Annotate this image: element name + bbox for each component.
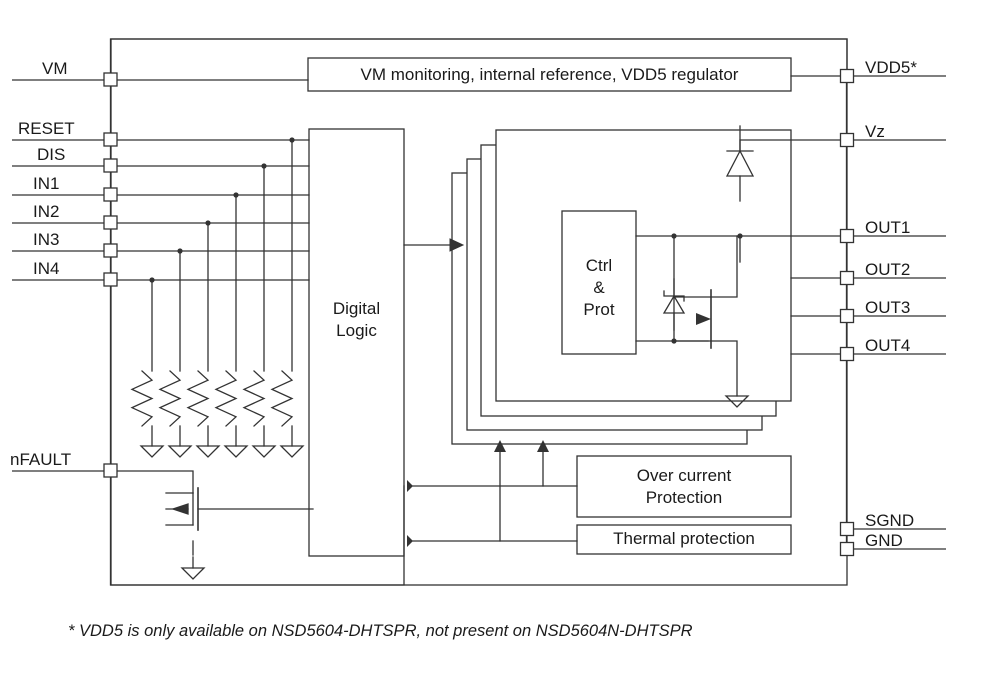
svg-text:OUT2: OUT2 bbox=[865, 260, 910, 279]
svg-text:VM monitoring, internal refere: VM monitoring, internal reference, VDD5 … bbox=[361, 65, 739, 84]
svg-text:SGND: SGND bbox=[865, 511, 914, 530]
svg-text:Digital: Digital bbox=[333, 299, 380, 318]
svg-text:VM: VM bbox=[42, 59, 68, 78]
svg-text:IN1: IN1 bbox=[33, 174, 59, 193]
svg-text:Protection: Protection bbox=[646, 488, 723, 507]
svg-text:VDD5*: VDD5* bbox=[865, 58, 917, 77]
svg-text:Prot: Prot bbox=[583, 300, 614, 319]
svg-text:OUT3: OUT3 bbox=[865, 298, 910, 317]
svg-text:GND: GND bbox=[865, 531, 903, 550]
svg-text:nFAULT: nFAULT bbox=[10, 450, 71, 469]
svg-text:Thermal protection: Thermal protection bbox=[613, 529, 755, 548]
svg-text:Logic: Logic bbox=[336, 321, 377, 340]
svg-text:Ctrl: Ctrl bbox=[586, 256, 612, 275]
svg-text:IN3: IN3 bbox=[33, 230, 59, 249]
svg-text:Vz: Vz bbox=[865, 122, 885, 141]
svg-text:OUT1: OUT1 bbox=[865, 218, 910, 237]
svg-text:* VDD5 is only available on NS: * VDD5 is only available on NSD5604-DHTS… bbox=[68, 622, 693, 640]
svg-text:&: & bbox=[593, 278, 605, 297]
svg-text:Over current: Over current bbox=[637, 466, 732, 485]
svg-text:OUT4: OUT4 bbox=[865, 336, 910, 355]
svg-text:DIS: DIS bbox=[37, 145, 65, 164]
svg-text:IN4: IN4 bbox=[33, 259, 59, 278]
svg-text:RESET: RESET bbox=[18, 119, 75, 138]
svg-text:IN2: IN2 bbox=[33, 202, 59, 221]
